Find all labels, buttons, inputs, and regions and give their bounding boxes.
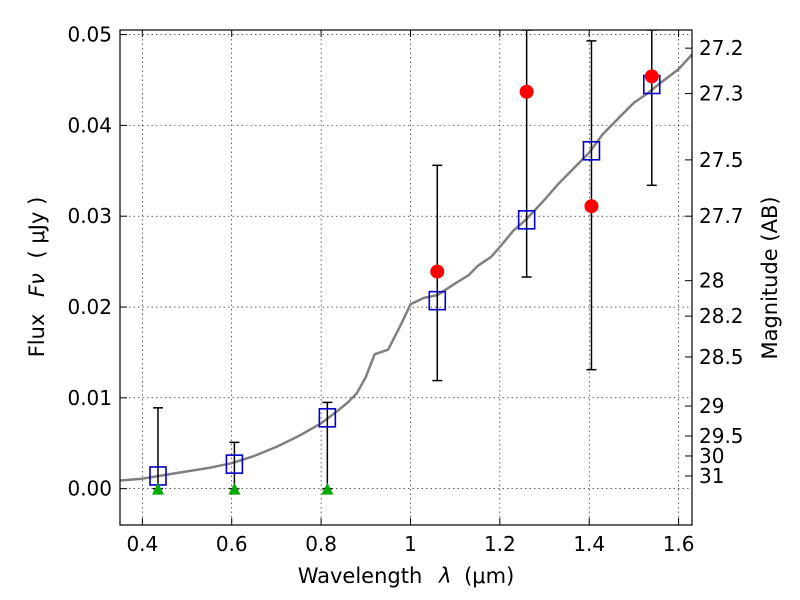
y-tick-label: 0.01 [67,386,112,410]
magnitude-tick-label: 27.3 [699,82,744,106]
x-tick-label: 1.2 [484,532,516,556]
y-axis-label: Flux Fν ( μJy ) [25,197,49,358]
upper-limit-triangle [151,482,164,495]
magnitude-tick-label: 29.5 [699,424,744,448]
magnitude-tick-label: 28.5 [699,345,744,369]
model-photometry-square [517,210,536,230]
x-tick-label: 0.6 [216,532,248,556]
model-spectrum-line [120,53,692,482]
y-tick-label: 0.03 [67,204,112,228]
y-tick-label: 0.04 [67,113,112,137]
y2-axis-label: Magnitude (AB) [758,196,782,359]
magnitude-tick-label: 27.7 [699,204,744,228]
upper-limit-triangle [321,482,334,495]
magnitude-tick-label: 28.2 [699,304,744,328]
x-tick-label: 0.4 [126,532,158,556]
x-tick-label: 1.4 [573,532,605,556]
magnitude-tick-label: 31 [699,464,724,488]
plot-area [120,30,692,495]
x-tick-label: 1.6 [663,532,695,556]
magnitude-tick-label: 27.2 [699,36,744,60]
magnitude-tick-label: 27.5 [699,148,744,172]
axes: 0.4 0.6 0.8 1 1.2 1.4 1.6 0.00 0.01 0.02 0.03 0.04 0… [67,23,743,556]
model-photometry-square [318,408,337,428]
model-photometry-square [225,454,244,474]
y-tick-label: 0.05 [67,23,112,47]
observed-flux-point [430,264,445,279]
plot-frame [119,29,693,526]
y-tick-label: 0.00 [67,477,112,501]
observed-flux-point [584,199,599,214]
magnitude-tick-label: 28 [699,269,724,293]
x-tick-label: 0.8 [305,532,337,556]
x-axis-label: Wavelength λ (μm) [298,564,515,588]
y-tick-label: 0.02 [67,295,112,319]
magnitude-tick-label: 30 [699,444,724,468]
model-photometry-square [582,140,601,161]
observed-flux-point [644,69,659,84]
model-photometry-square [428,290,447,311]
upper-limit-triangle [228,482,241,495]
x-tick-label: 1 [404,532,417,556]
observed-flux-point [519,84,534,99]
magnitude-tick-label: 29 [699,394,724,418]
grid [120,30,692,525]
